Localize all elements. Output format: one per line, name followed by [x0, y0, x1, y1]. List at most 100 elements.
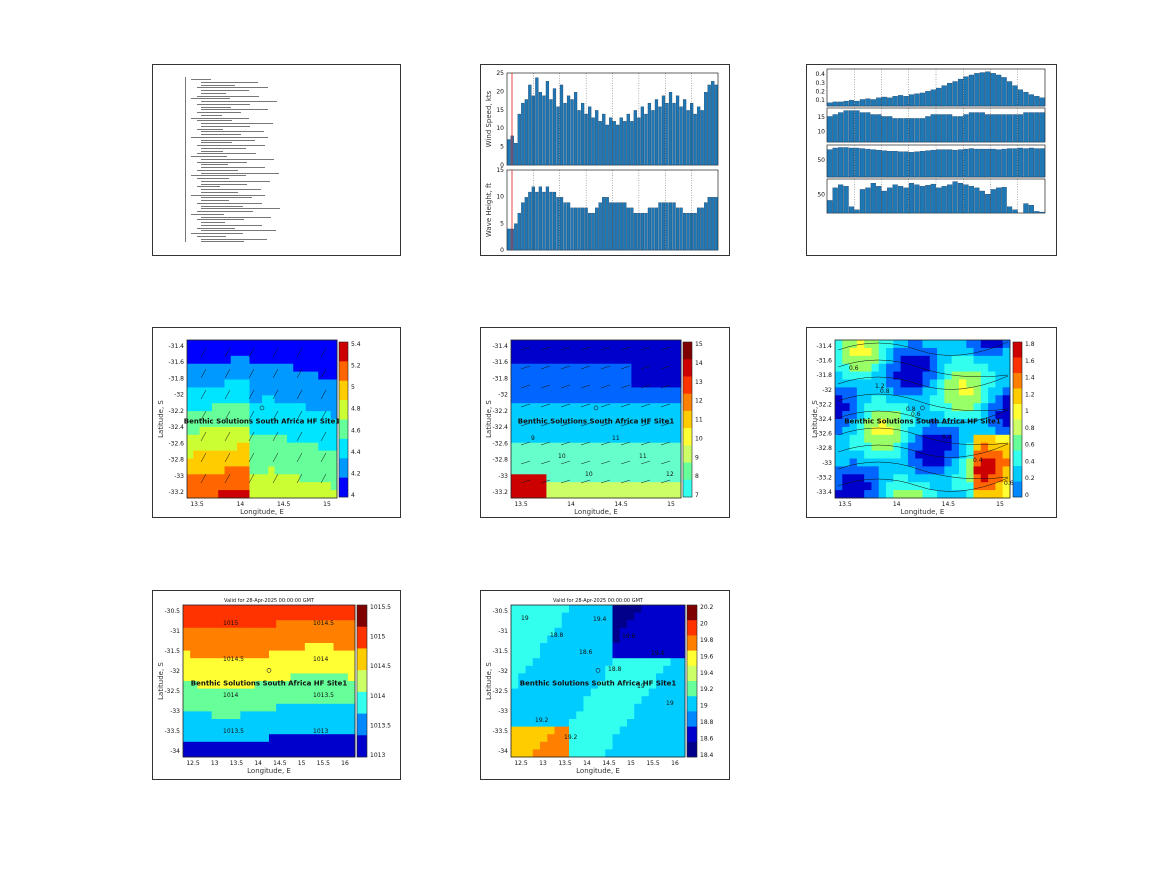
multi-param-sub2-bar: [958, 150, 963, 177]
pressure-field-cell: [269, 628, 277, 636]
wind-speed-field-cell: [596, 356, 603, 364]
air-temp-field-cell: [540, 704, 548, 712]
pressure-field-cell: [197, 658, 205, 666]
air-temp-field-cell: [584, 704, 592, 712]
air-temp-field-cell: [518, 719, 526, 727]
pressure-field-cell: [276, 605, 284, 613]
pressure-field-cell: [248, 689, 256, 697]
multi-param-sub2-bar: [1007, 149, 1012, 177]
current-speed-field-cell: [930, 443, 938, 451]
wind-speed-field-cell: [631, 474, 638, 482]
air-temp-field-cell: [591, 635, 599, 643]
air-temp-field-cell: [547, 719, 555, 727]
current-speed-field-cell: [952, 395, 960, 403]
multi-param-sub3-bar: [849, 207, 854, 213]
wind-wave-sub0-bar: [651, 110, 654, 165]
air-temp-field-cell: [591, 734, 599, 742]
wind-speed-field-cell: [518, 490, 525, 498]
multi-param-sub1-bar: [953, 116, 958, 142]
wind-speed-field-cell: [646, 435, 653, 443]
wind-speed-contour-label: 11: [639, 453, 647, 460]
wind-speed-field-cell: [631, 490, 638, 498]
pressure-field-cell: [326, 719, 334, 727]
wave-height-field-cell: [300, 380, 307, 388]
wind-speed-field-cell: [546, 356, 553, 364]
air-temp-field-cell: [627, 727, 635, 735]
air-temp-xtick: 13.5: [558, 760, 572, 767]
pressure-field-cell: [276, 635, 284, 643]
air-temp-field-cell: [678, 613, 686, 621]
pressure-field-cell: [326, 635, 334, 643]
multi-param-sub0-bar: [1024, 92, 1029, 106]
pressure-field-cell: [291, 666, 299, 674]
multi-param-sub0-bar: [865, 99, 870, 106]
wind-speed-field-cell: [617, 482, 624, 490]
pressure-contour-label: 1013: [313, 728, 328, 735]
multi-param-sub1-bar: [1002, 115, 1007, 143]
current-speed-field-cell: [923, 443, 931, 451]
multi-param-sub3-bar: [1007, 207, 1012, 213]
pressure-field-cell: [291, 727, 299, 735]
wave-height-field-cell: [262, 356, 269, 364]
wind-wave-sub0-bar: [669, 92, 672, 165]
wind-speed-ytick: -32.2: [492, 408, 508, 415]
wind-speed-field-cell: [582, 395, 589, 403]
wave-height-field-cell: [300, 435, 307, 443]
pressure-field-cell: [197, 689, 205, 697]
pressure-field-cell: [197, 605, 205, 613]
pressure-field-cell: [233, 666, 241, 674]
pressure-field-cell: [240, 635, 248, 643]
wave-height-field-cell: [200, 403, 207, 411]
wave-height-field-cell: [318, 395, 325, 403]
report-text-line: [201, 184, 247, 185]
wind-speed-field-cell: [575, 372, 582, 380]
wind-speed-field-cell: [575, 459, 582, 467]
current-speed-colorbar-tick: 0.2: [1025, 475, 1035, 482]
pressure-field-cell: [183, 734, 191, 742]
wind-speed-field-cell: [631, 348, 638, 356]
pressure-field-cell: [291, 711, 299, 719]
wind-speed-field-cell: [674, 451, 681, 459]
wave-height-field-cell: [300, 387, 307, 395]
wave-height-field-cell: [187, 356, 194, 364]
current-speed-field-cell: [1003, 364, 1011, 372]
wind-speed-field-cell: [617, 451, 624, 459]
air-temp-field-cell: [555, 704, 563, 712]
air-temp-field-cell: [518, 605, 526, 613]
report-text-line: [197, 186, 220, 187]
wave-height-colorbar-tick: 5.4: [351, 341, 361, 348]
wind-speed-field-cell: [554, 427, 561, 435]
air-temp-field-cell: [642, 628, 650, 636]
multi-param-sub1-bar: [860, 113, 865, 142]
pressure-field-cell: [212, 605, 220, 613]
wind-speed-colorbar-cell: [683, 411, 692, 429]
pressure-field-cell: [262, 635, 270, 643]
air-temp-field-cell: [642, 666, 650, 674]
report-text-line: [197, 162, 247, 163]
pressure-field-cell: [348, 689, 356, 697]
wave-height-field-cell: [312, 427, 319, 435]
pressure-field-cell: [312, 719, 320, 727]
pressure-field-cell: [240, 711, 248, 719]
wave-height-field-cell: [268, 372, 275, 380]
pressure-field-cell: [190, 749, 198, 757]
wind-speed-field-cell: [518, 466, 525, 474]
air-temp-field-cell: [576, 704, 584, 712]
wind-speed-field-cell: [610, 340, 617, 348]
pressure-field-cell: [334, 643, 342, 651]
wave-height-field-cell: [200, 466, 207, 474]
wind-speed-field-cell: [631, 403, 638, 411]
wave-height-field-cell: [306, 340, 313, 348]
current-speed-field-cell: [842, 387, 850, 395]
air-temp-field-cell: [634, 628, 642, 636]
pressure-field-cell: [348, 711, 356, 719]
multi-param-sub3-bar: [838, 185, 843, 213]
wind-speed-field-cell: [539, 395, 546, 403]
wave-height-ytick: -31.6: [168, 359, 184, 366]
wind-speed-field-cell: [646, 364, 653, 372]
wind-wave-sub0-bar: [514, 143, 517, 165]
air-temp-field-cell: [634, 605, 642, 613]
air-temp-field-cell: [518, 727, 526, 735]
current-speed-field-cell: [1003, 340, 1011, 348]
pressure-field-cell: [298, 696, 306, 704]
